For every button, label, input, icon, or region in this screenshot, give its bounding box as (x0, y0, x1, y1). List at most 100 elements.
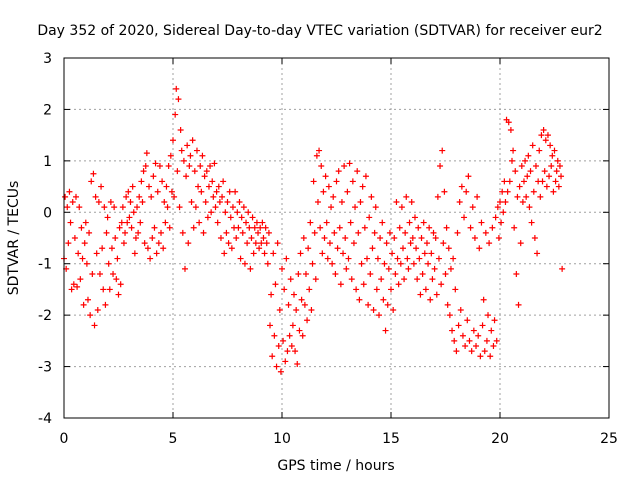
data-point (256, 245, 263, 252)
data-point (224, 199, 231, 205)
data-point (83, 260, 90, 267)
data-point (124, 219, 131, 226)
x-tick-label: 0 (60, 431, 69, 447)
data-point (77, 276, 84, 283)
data-point (235, 224, 242, 231)
data-point (178, 147, 185, 154)
data-point (425, 260, 432, 267)
data-point (96, 271, 103, 277)
data-point (241, 260, 248, 267)
data-point (365, 301, 372, 308)
data-point (464, 317, 471, 324)
data-point (485, 312, 492, 319)
data-point (518, 163, 525, 169)
data-point (456, 199, 463, 205)
data-point (219, 193, 226, 200)
data-point (551, 147, 558, 154)
data-point (449, 327, 456, 334)
data-point (342, 235, 349, 241)
data-point (246, 224, 253, 231)
data-point (263, 240, 270, 247)
data-point (383, 240, 390, 247)
data-point (438, 281, 445, 288)
data-point (419, 271, 426, 277)
data-point (164, 204, 171, 211)
data-point (269, 353, 276, 360)
data-point (457, 307, 464, 313)
data-point (346, 160, 353, 167)
y-tick-label: 1 (43, 154, 52, 170)
data-point (539, 178, 546, 185)
data-point (429, 276, 436, 283)
data-point (511, 224, 518, 231)
data-point (292, 348, 299, 355)
data-point (341, 163, 348, 169)
data-point (465, 173, 472, 180)
data-point (524, 173, 531, 180)
data-point (391, 235, 398, 241)
data-point (528, 219, 535, 226)
data-point (247, 265, 254, 272)
data-point (309, 260, 316, 267)
data-point (114, 255, 121, 262)
data-point (162, 219, 169, 226)
data-point (215, 183, 222, 190)
data-point (250, 250, 257, 257)
data-point (274, 240, 281, 247)
data-point (123, 193, 130, 200)
data-point (372, 204, 379, 211)
data-point (199, 152, 206, 159)
data-point (510, 147, 517, 154)
data-point (244, 240, 251, 247)
data-point (306, 286, 313, 293)
data-point (537, 193, 544, 200)
data-point (477, 353, 484, 360)
data-point (195, 183, 202, 190)
data-point (390, 307, 397, 313)
data-point (202, 199, 209, 205)
data-point (343, 265, 350, 272)
data-point (310, 178, 317, 185)
data-point (257, 224, 264, 231)
data-point (156, 163, 163, 169)
data-point (151, 224, 158, 231)
x-tick-label: 25 (600, 431, 618, 447)
data-point (212, 204, 219, 211)
data-point (554, 157, 561, 164)
data-point (99, 245, 106, 252)
data-point (430, 229, 437, 236)
data-point (180, 157, 187, 164)
data-point (214, 219, 221, 226)
data-point (415, 224, 422, 231)
data-point (462, 343, 469, 349)
data-point (366, 214, 373, 221)
data-point (127, 199, 134, 205)
data-point (167, 152, 174, 159)
data-point (243, 219, 250, 226)
data-point (548, 163, 555, 169)
data-point (172, 111, 179, 118)
data-point (520, 178, 527, 185)
data-point (432, 235, 439, 241)
data-point (544, 132, 551, 139)
data-point (347, 219, 354, 226)
y-tick-label: -4 (38, 411, 52, 427)
data-point (295, 271, 302, 277)
data-point (66, 188, 73, 195)
data-point (189, 137, 196, 144)
data-point (140, 168, 147, 175)
data-point (488, 327, 495, 334)
data-point (540, 127, 547, 133)
data-point (100, 286, 107, 293)
data-point (272, 281, 279, 288)
grid (64, 58, 609, 418)
data-point (394, 255, 401, 262)
data-point (255, 229, 262, 236)
data-point (534, 250, 541, 257)
data-point (138, 178, 145, 185)
chart-title: Day 352 of 2020, Sidereal Day-to-day VTE… (37, 23, 602, 39)
data-point (345, 255, 352, 262)
data-point (98, 183, 105, 190)
data-point (411, 214, 418, 221)
